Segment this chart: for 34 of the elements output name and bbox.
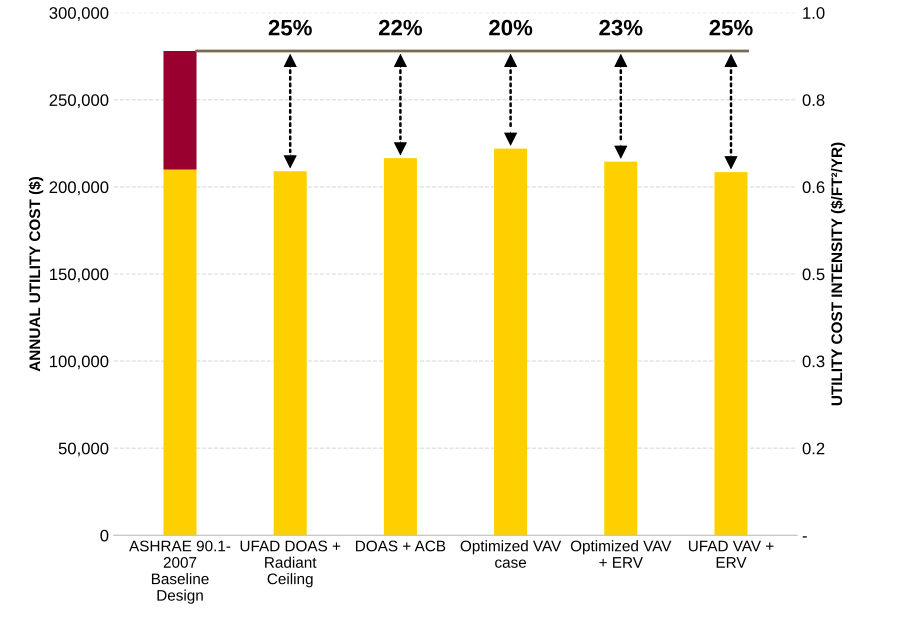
bar (163, 51, 197, 170)
y-axis-title: ANNUAL UTILITY COST ($) (28, 177, 44, 372)
bar (604, 162, 638, 536)
y2-tick-label: 0.5 (802, 268, 824, 280)
bar (274, 171, 307, 536)
bar (384, 158, 417, 536)
bar (494, 148, 528, 536)
y-tick-label: 50,000 (58, 442, 108, 456)
annotation: 25% (268, 20, 312, 36)
y2-tick-label: 0.8 (802, 94, 824, 106)
bar (163, 169, 197, 536)
x-tick-label: ASHRAE 90.1- 2007 Baseline Design (129, 540, 230, 604)
y2-axis-title: UTILITY COST INTENSITY ($/FT²/YR) (830, 142, 846, 406)
x-tick-label: DOAS + ACB (356, 540, 446, 552)
y-tick-label: 200,000 (50, 181, 108, 196)
x-tick-label: UFAD VAV + ERV (688, 540, 774, 568)
y2-tick-label: 0.3 (802, 356, 824, 368)
x-tick-label: UFAD DOAS + Radiant Ceiling (240, 540, 340, 588)
annotation: 22% (378, 20, 422, 36)
annotation: 20% (489, 20, 532, 36)
y-tick-label: 300,000 (49, 7, 108, 21)
x-tick-label: Optimized VAV + ERV (570, 540, 672, 568)
y2-tick-label: - (802, 536, 807, 538)
bar (714, 172, 748, 536)
y-tick-label: 150,000 (50, 268, 108, 282)
y-tick-label: 100,000 (50, 356, 108, 370)
annotation: 25% (710, 20, 753, 36)
annotation: 23% (599, 20, 642, 36)
y-tick-label: 250,000 (50, 94, 108, 108)
y-tick-label: 0 (100, 530, 108, 542)
y2-tick-label: 0.2 (802, 442, 824, 454)
y2-tick-label: 1.0 (803, 7, 825, 19)
y2-tick-label: 0.6 (802, 181, 824, 194)
x-tick-label: Optimized VAV case (460, 540, 562, 568)
